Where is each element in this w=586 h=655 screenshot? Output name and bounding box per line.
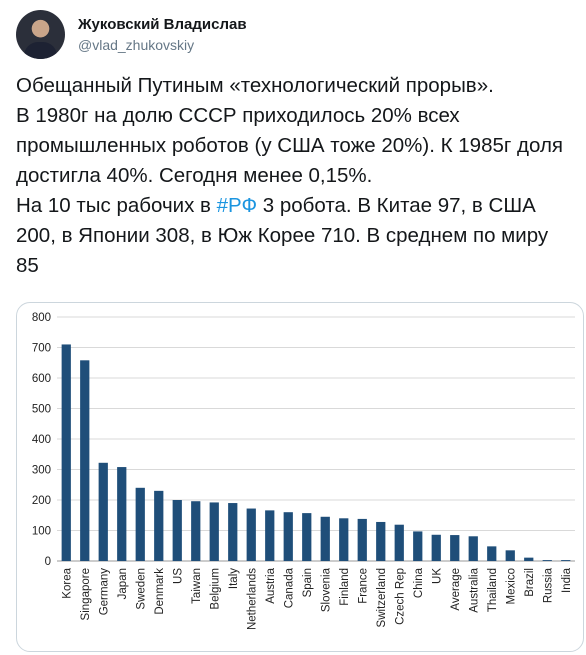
x-tick-label: Germany (98, 568, 110, 616)
y-tick-label: 100 (32, 526, 51, 538)
x-tick-label: Austria (265, 567, 277, 603)
bar (80, 360, 90, 561)
x-tick-label: Spain (302, 568, 314, 597)
tweet-header: Жуковский Владислав @vlad_zhukovskiy (16, 10, 576, 60)
x-tick-label: India (561, 567, 573, 593)
bar (524, 557, 534, 561)
bar (283, 512, 293, 561)
bar (320, 516, 330, 561)
x-tick-label: Denmark (154, 568, 166, 615)
x-tick-label: Japan (117, 568, 129, 599)
bar (135, 487, 145, 561)
bar (117, 467, 127, 561)
x-tick-label: Average (450, 568, 462, 611)
chart-image[interactable]: 0 100 200 300 400 500 600 700 800 Korea Singapore G… (16, 302, 584, 652)
bar (61, 344, 71, 561)
bar (468, 536, 478, 561)
avatar-figure (24, 42, 57, 59)
x-tick-label: Sweden (135, 568, 147, 610)
x-tick-label: Australia (468, 567, 480, 612)
x-tick-label: France (357, 568, 369, 604)
y-tick-label: 0 (45, 556, 51, 568)
x-tick-label: Belgium (209, 568, 221, 610)
bar (302, 513, 312, 561)
y-tick-label: 400 (32, 434, 51, 446)
author-handle[interactable]: @vlad_zhukovskiy (78, 37, 195, 53)
x-tick-label: Korea (61, 567, 73, 598)
x-tick-label: Czech Rep (394, 568, 406, 625)
x-tick-label: Slovenia (320, 567, 332, 612)
x-tick-label: Finland (339, 568, 351, 606)
bar (542, 560, 552, 561)
x-tick-label: Canada (283, 567, 295, 608)
bar (209, 502, 219, 561)
y-tick-label: 200 (32, 495, 51, 507)
x-tick-label: Taiwan (191, 568, 203, 604)
y-tick-label: 700 (32, 343, 51, 355)
bar (98, 462, 108, 561)
tweet-line-3-end: 3 робота. В Китае 97, в США 200, в Япони… (16, 194, 549, 277)
y-tick-label: 300 (32, 465, 51, 477)
robot-density-bar-chart: 0 100 200 300 400 500 600 700 800 Korea Singapore G… (32, 312, 575, 630)
x-tick-label: Netherlands (246, 568, 258, 630)
bar (246, 508, 256, 561)
y-tick-label: 500 (32, 404, 51, 416)
bar (394, 524, 404, 561)
bar (376, 521, 386, 561)
y-tick-label: 600 (32, 373, 51, 385)
bar (487, 546, 497, 561)
author-name[interactable]: Жуковский Владислав (78, 16, 247, 33)
tweet-line-3-start: На 10 тыс рабочих в (16, 194, 217, 217)
bar (191, 501, 201, 561)
bar (413, 531, 423, 561)
bar (339, 518, 349, 561)
avatar[interactable] (16, 10, 65, 59)
bar (431, 534, 441, 561)
bar (357, 518, 367, 561)
bar (154, 490, 164, 561)
x-tick-label: Russia (542, 567, 554, 603)
x-tick-label: Mexico (505, 568, 517, 604)
bar (450, 535, 460, 561)
bar (228, 503, 238, 561)
x-tick-label: Switzerland (376, 568, 388, 627)
x-tick-label: China (413, 567, 425, 598)
hashtag-link[interactable]: #РФ (216, 194, 258, 217)
x-tick-label: Brazil (524, 568, 536, 597)
bar (172, 500, 182, 561)
y-tick-label: 800 (32, 312, 51, 324)
bar (505, 550, 515, 561)
bar (265, 510, 275, 561)
x-tick-label: US (172, 568, 184, 584)
bar (561, 560, 571, 561)
x-tick-label: UK (431, 568, 443, 584)
tweet-line-1: Обещанный Путиным «технологический проры… (16, 74, 494, 97)
x-tick-label: Italy (228, 568, 240, 589)
x-tick-label: Singapore (80, 568, 92, 620)
tweet-line-3: На 10 тыс рабочих в #РФ 3 робота. В Кита… (16, 191, 576, 281)
tweet-line-2: В 1980г на долю СССР приходилось 20% все… (16, 104, 564, 187)
x-tick-label: Thailand (487, 568, 499, 612)
tweet-text: Обещанный Путиным «технологический проры… (16, 71, 576, 281)
